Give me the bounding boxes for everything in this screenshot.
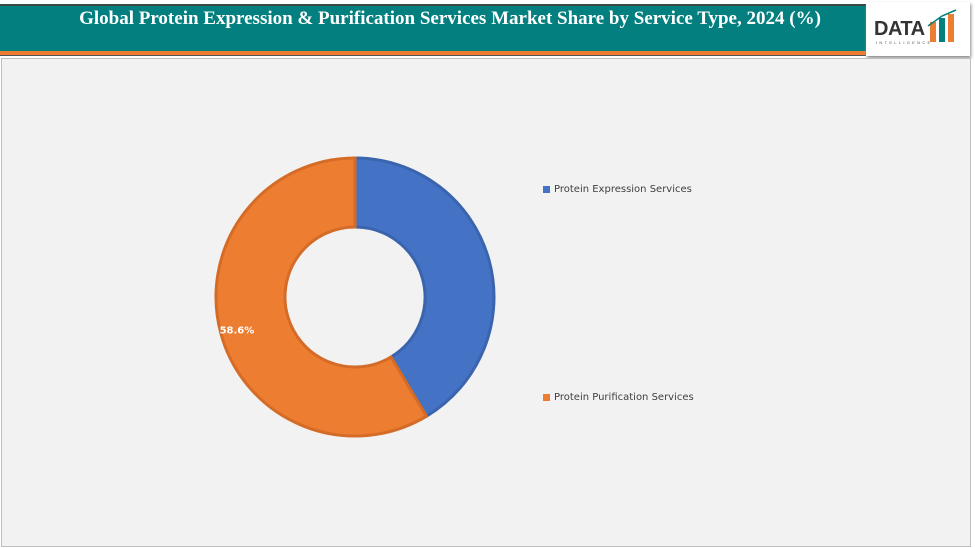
chart-title: Global Protein Expression & Purification… xyxy=(79,8,821,29)
legend-swatch xyxy=(543,394,550,401)
legend-item: Protein Expression Services xyxy=(543,184,692,195)
donut-slice-protein-expression-services xyxy=(353,156,496,419)
donut-slice-protein-purification-services xyxy=(214,156,429,438)
data-label: 58.6% xyxy=(220,326,255,337)
legend-swatch xyxy=(543,186,550,193)
legend-label: Protein Expression Services xyxy=(554,184,692,195)
datam-intelligence-logo: DATA INTELLIGENCE xyxy=(866,2,970,56)
legend-label: Protein Purification Services xyxy=(554,392,694,403)
legend-item: Protein Purification Services xyxy=(543,392,694,403)
logo-subtext: INTELLIGENCE xyxy=(876,40,933,45)
logo-text: DATA xyxy=(874,18,925,40)
logo-bars-icon xyxy=(927,9,957,42)
title-accent-stripe xyxy=(0,51,866,56)
title-bar xyxy=(0,4,866,53)
